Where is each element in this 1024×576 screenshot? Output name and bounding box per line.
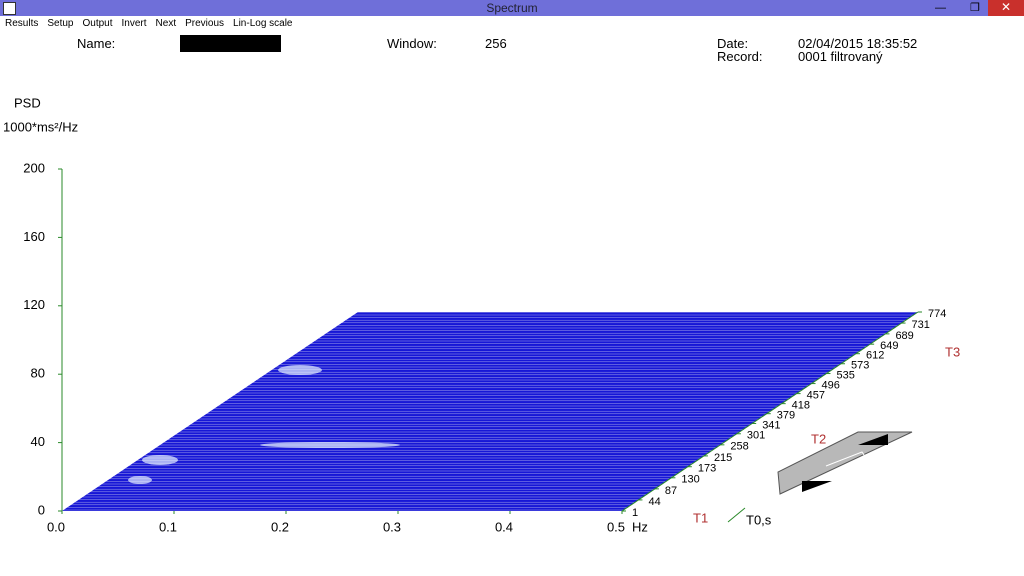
marker-label: T1 bbox=[693, 510, 708, 525]
redacted-name bbox=[180, 35, 281, 52]
nav-arrow[interactable] bbox=[802, 481, 832, 492]
navigator[interactable] bbox=[777, 431, 913, 495]
y-tick-label: 160 bbox=[23, 229, 45, 244]
z-tick-label: 44 bbox=[648, 496, 660, 508]
date-label: Date: bbox=[717, 36, 749, 51]
z-tick-label: 418 bbox=[792, 400, 810, 412]
z-tick-label: 341 bbox=[762, 419, 780, 431]
y-unit: 1000*ms²/Hz bbox=[3, 119, 78, 134]
x-tick-label: 0.0 bbox=[47, 519, 65, 534]
x-tick-label: 0.5 bbox=[607, 519, 625, 534]
nav-path bbox=[825, 451, 867, 475]
title-bar: Spectrum — ❐ ✕ bbox=[0, 0, 1024, 16]
peak bbox=[278, 365, 322, 375]
z-tick-label: 87 bbox=[665, 485, 677, 497]
menu-bar: Results Setup Output Invert Next Previous Lin-… bbox=[5, 18, 293, 29]
minimize-button[interactable]: — bbox=[935, 2, 946, 14]
t0-arrow bbox=[727, 507, 746, 523]
z-tick-label: 130 bbox=[681, 474, 699, 486]
name-label: Name: bbox=[77, 36, 116, 51]
z-axis bbox=[621, 311, 919, 512]
maximize-button[interactable]: ❐ bbox=[970, 2, 980, 14]
z-tick-label: 215 bbox=[714, 452, 732, 464]
z-tick-label: 731 bbox=[912, 319, 930, 331]
record-label: Record: bbox=[717, 49, 763, 64]
y-tick-label: 200 bbox=[23, 160, 45, 175]
menu-item[interactable]: Results bbox=[5, 18, 39, 29]
y-tick-label: 0 bbox=[38, 502, 45, 517]
x-axis-title: Hz bbox=[632, 519, 648, 534]
z-tick-label: 573 bbox=[851, 360, 869, 372]
y-tick-label: 80 bbox=[31, 366, 45, 381]
app-icon bbox=[3, 2, 16, 15]
z-tick-label: 535 bbox=[836, 369, 854, 381]
z-axis-title: T0,s bbox=[746, 512, 772, 527]
window-label: Window: bbox=[387, 36, 437, 51]
x-tick-label: 0.4 bbox=[495, 519, 513, 534]
window-title: Spectrum bbox=[486, 1, 538, 15]
z-tick-label: 301 bbox=[747, 430, 765, 442]
peak bbox=[128, 476, 152, 484]
marker-label: T2 bbox=[811, 431, 826, 446]
z-tick-label: 258 bbox=[730, 441, 748, 453]
y-tick-label: 120 bbox=[23, 297, 45, 312]
x-tick-label: 0.2 bbox=[271, 519, 289, 534]
menu-item[interactable]: Previous bbox=[185, 18, 225, 29]
z-tick-label: 689 bbox=[895, 330, 913, 342]
menu-item[interactable]: Lin-Log scale bbox=[233, 18, 293, 29]
z-tick-label: 649 bbox=[880, 340, 898, 352]
x-tick-label: 0.3 bbox=[383, 519, 401, 534]
menu-item[interactable]: Output bbox=[82, 18, 113, 29]
z-tick-label: 173 bbox=[698, 463, 716, 475]
z-tick-label: 612 bbox=[866, 350, 884, 362]
menu-item[interactable]: Invert bbox=[121, 18, 147, 29]
x-tick-label: 0.1 bbox=[159, 519, 177, 534]
y-tick-label: 40 bbox=[31, 434, 45, 449]
date-value: 02/04/2015 18:35:52 bbox=[798, 36, 918, 51]
y-axis-title: PSD bbox=[14, 95, 41, 110]
marker-label: T3 bbox=[945, 344, 960, 359]
z-tick-label: 774 bbox=[928, 308, 946, 320]
window-value: 256 bbox=[485, 36, 507, 51]
peak bbox=[260, 442, 400, 448]
peak bbox=[142, 455, 178, 465]
z-tick-label: 379 bbox=[777, 410, 795, 422]
nav-arrow[interactable] bbox=[858, 434, 888, 445]
z-tick-label: 1 bbox=[632, 507, 638, 519]
record-value: 0001 filtrovaný bbox=[798, 49, 883, 64]
z-tick-label: 496 bbox=[822, 379, 840, 391]
menu-item[interactable]: Setup bbox=[47, 18, 74, 29]
z-tick-label: 457 bbox=[807, 390, 825, 402]
close-button[interactable]: ✕ bbox=[988, 0, 1024, 16]
menu-item[interactable]: Next bbox=[155, 18, 177, 29]
